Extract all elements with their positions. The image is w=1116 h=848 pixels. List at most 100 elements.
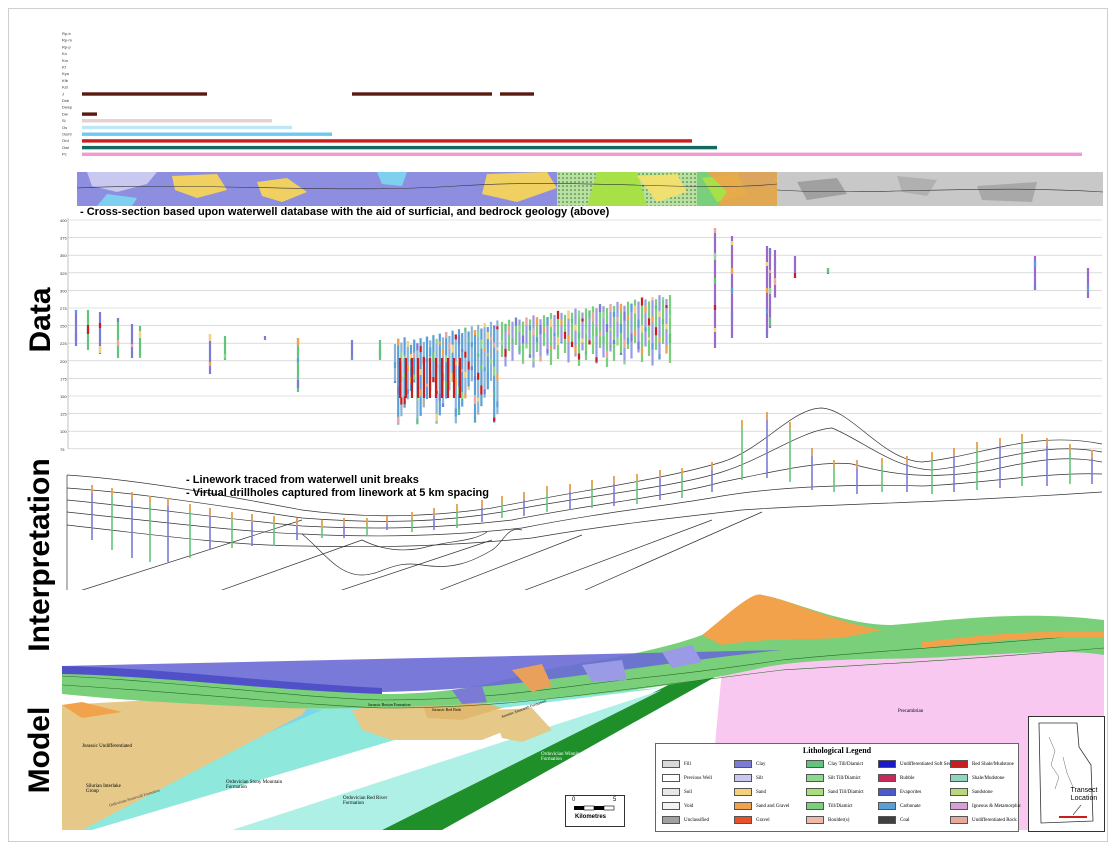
legend-swatch — [734, 802, 752, 810]
unit-code-label: Ord — [62, 138, 69, 143]
legend-label: Clay — [756, 761, 766, 767]
depth-tick-label: 350 — [60, 253, 67, 258]
legend-label: Till/Diamict — [828, 803, 853, 809]
depth-tick-label: 150 — [60, 394, 67, 399]
legend-swatch — [878, 760, 896, 768]
legend-swatch — [878, 788, 896, 796]
legend-item: Boulder(s) — [806, 816, 849, 824]
unit-extent-bar — [82, 145, 717, 150]
unit-extent-bar — [352, 92, 492, 96]
unit-code-label: Kya — [62, 71, 70, 76]
legend-swatch — [662, 774, 680, 782]
legend-item: Rubble — [878, 774, 914, 782]
unit-code-label: Kf — [62, 65, 67, 70]
legend-swatch — [950, 760, 968, 768]
unit-code-label: Dsb — [62, 98, 70, 103]
depth-tick-label: 200 — [60, 359, 67, 364]
legend-swatch — [950, 788, 968, 796]
unit-code-label: Rp-p — [62, 44, 71, 49]
geology-map-strip — [77, 172, 1103, 206]
legend-swatch — [806, 788, 824, 796]
label-interpretation: Interpretation — [23, 458, 56, 652]
unit-extent-bar — [82, 152, 1082, 156]
legend-label: Soil — [684, 789, 693, 795]
legend-swatch — [662, 802, 680, 810]
label-model: Model — [23, 706, 56, 794]
legend-swatch — [950, 802, 968, 810]
scale-bar-graphic — [574, 805, 615, 811]
depth-tick-label: 100 — [60, 429, 67, 434]
unit-extent-bar — [82, 92, 207, 96]
legend-item: Void — [662, 802, 693, 810]
model-label-silurian: Silurian Interlake Group — [86, 784, 121, 794]
legend-swatch — [878, 816, 896, 824]
scale-bar: 0 5 Kilometres — [565, 795, 625, 827]
transect-location-label: Transect Location — [1070, 787, 1098, 802]
legend-swatch — [662, 760, 680, 768]
legend-label: Shale/Mudstone — [972, 775, 1005, 781]
depth-tick-label: 300 — [60, 288, 67, 293]
scale-max: 5 — [613, 797, 617, 803]
scale-zero: 0 — [572, 797, 576, 803]
unit-extent-bar — [82, 132, 332, 136]
legend-item: Sand and Gravel — [734, 802, 789, 810]
data-caption: - Cross-section based upon waterwell dat… — [80, 206, 610, 218]
depth-tick-label: 125 — [60, 412, 67, 417]
unit-code-label: Rp-m — [62, 38, 72, 43]
legend-item: Clay — [734, 760, 765, 768]
legend-item: Coal — [878, 816, 909, 824]
legend-item: Gravel — [734, 816, 770, 824]
depth-tick-label: 375 — [60, 236, 67, 241]
legend-item: Sandstone — [950, 788, 993, 796]
legend-item: Red Shale/Mudstone — [950, 760, 1014, 768]
legend-swatch — [734, 788, 752, 796]
legend-label: Sand Till/Diamict — [828, 789, 864, 795]
legend-swatch — [878, 802, 896, 810]
depth-tick-label: 225 — [60, 341, 67, 346]
legend-label: Sandstone — [972, 789, 993, 795]
depth-tick-label: 275 — [60, 306, 67, 311]
data-panel: 400 375 350 325 300 275 250 225 200 175 150 125 100 7… — [60, 218, 1102, 452]
legend-label: Previous Well — [684, 775, 712, 781]
legend-item: Clay Till/Diamict — [806, 760, 863, 768]
legend-label: Void — [684, 803, 694, 809]
unit-code-label: J — [62, 91, 64, 96]
unit-code-label: Dwsp — [62, 105, 73, 110]
legend-swatch — [806, 774, 824, 782]
unit-code-label: Osmt — [62, 132, 72, 137]
legend-label: Silt — [756, 775, 763, 781]
legend-item: Igneous & Metamorphic — [950, 802, 1021, 810]
scale-unit: Kilometres — [575, 814, 607, 820]
unit-code-label: Km — [62, 58, 69, 63]
unit-code-label: Owi — [62, 145, 69, 150]
legend-label: Fill — [684, 761, 691, 767]
legend-title: Lithological Legend — [802, 746, 872, 755]
legend-swatch — [950, 816, 968, 824]
model-label-jur-red: Jurassic Red Beds — [432, 707, 462, 712]
unit-extent-bar — [82, 139, 692, 143]
unit-code-label: Kst — [62, 85, 69, 90]
legend-swatch — [734, 774, 752, 782]
unit-code-label: Rp-b — [62, 31, 71, 36]
legend-swatch — [806, 760, 824, 768]
unit-code-label: Kn — [62, 51, 67, 56]
legend-label: Undifferentiated Rock — [972, 817, 1017, 823]
legend-item: Silt Till/Diamict — [806, 774, 861, 782]
model-label-jurassic: Jurassic Undifferentiated — [82, 744, 133, 749]
legend-label: Gravel — [756, 817, 770, 823]
model-label-jur-reston: Jurassic Reston Formation — [368, 702, 411, 707]
unit-extent-bar — [500, 92, 534, 96]
legend-label: Carbonate — [900, 803, 921, 809]
legend-swatch — [806, 802, 824, 810]
legend-label: Unclassified — [684, 817, 709, 823]
unit-code-label: Kfb — [62, 78, 69, 83]
legend-item: Carbonate — [878, 802, 921, 810]
unit-code-label: Os — [62, 125, 67, 130]
legend-label: Coal — [900, 817, 910, 823]
transect-location-map: Transect Location — [1028, 716, 1105, 832]
legend-label: Igneous & Metamorphic — [972, 803, 1022, 809]
legend-item: Silt — [734, 774, 763, 782]
legend-swatch — [662, 816, 680, 824]
model-label-ord-wpg: Ordovician Winnipeg Formation — [541, 752, 585, 762]
